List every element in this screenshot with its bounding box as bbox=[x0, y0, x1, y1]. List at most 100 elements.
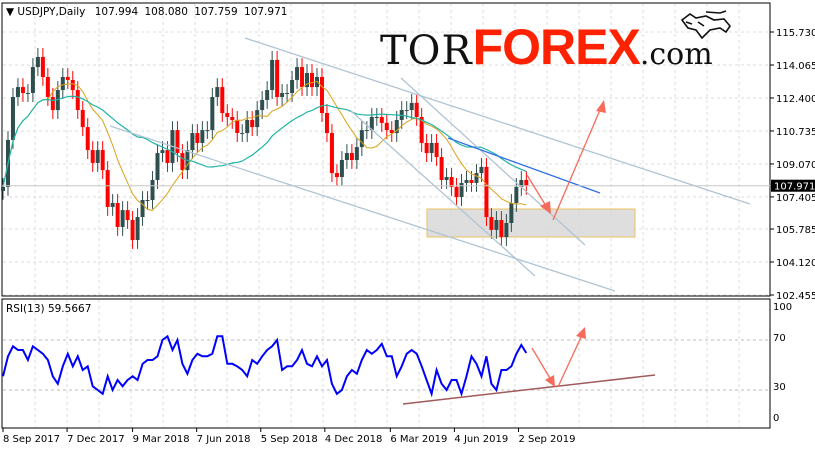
candle bbox=[60, 68, 65, 99]
candle bbox=[285, 84, 290, 102]
candle bbox=[225, 104, 230, 126]
x-tick-label: 4 Jun 2019 bbox=[454, 434, 508, 445]
low-value: 107.759 bbox=[194, 6, 237, 18]
candle bbox=[10, 88, 15, 149]
y-tick-label: 115.730 bbox=[776, 28, 815, 39]
support-zone bbox=[426, 208, 636, 238]
rsi-title: RSI(13) 59.5667 bbox=[6, 303, 91, 315]
candle bbox=[1, 178, 5, 200]
candle bbox=[364, 121, 369, 139]
arrow-up-icon bbox=[596, 100, 606, 113]
candle bbox=[414, 94, 419, 126]
time-axis: 8 Sep 2017 7 Dec 2017 9 Mar 2018 7 Jun 2018… bbox=[2, 428, 576, 445]
candle bbox=[245, 111, 250, 142]
candle bbox=[419, 108, 424, 152]
candle bbox=[454, 178, 459, 206]
candle bbox=[310, 64, 315, 96]
candle bbox=[344, 144, 349, 169]
rsi-tick-label: 70 bbox=[773, 333, 786, 344]
candle bbox=[270, 51, 275, 99]
candle bbox=[95, 141, 100, 172]
candle bbox=[469, 171, 474, 192]
candle bbox=[504, 214, 509, 246]
open-value: 107.994 bbox=[95, 6, 139, 18]
candle bbox=[459, 174, 464, 206]
current-price-label: 107.971 bbox=[774, 182, 815, 193]
candle bbox=[20, 78, 25, 102]
candle bbox=[384, 114, 389, 139]
y-tick-label: 107.405 bbox=[776, 193, 815, 204]
y-tick-label: 114.065 bbox=[776, 61, 815, 72]
candle bbox=[250, 111, 255, 137]
y-tick-label: 112.400 bbox=[776, 94, 815, 105]
channel-upper-line[interactable] bbox=[244, 37, 751, 205]
x-tick-label: 9 Mar 2018 bbox=[133, 434, 190, 445]
candle bbox=[489, 208, 494, 239]
rsi-axis: 100 70 30 0 bbox=[773, 302, 792, 424]
y-tick-label: 105.785 bbox=[776, 225, 815, 236]
candle bbox=[319, 68, 324, 122]
candle bbox=[155, 144, 160, 189]
candle bbox=[140, 191, 145, 226]
resistance-line[interactable] bbox=[447, 137, 601, 194]
candle bbox=[150, 171, 155, 209]
candle bbox=[334, 164, 339, 186]
x-tick-label: 6 Mar 2019 bbox=[390, 434, 447, 445]
rsi-forecast-arrows bbox=[531, 327, 586, 388]
y-tick-label: 109.070 bbox=[776, 160, 815, 171]
candle bbox=[474, 164, 479, 192]
close-value: 107.971 bbox=[244, 6, 287, 18]
candle bbox=[280, 84, 285, 106]
candle bbox=[379, 108, 384, 132]
candle bbox=[145, 191, 150, 209]
candle bbox=[35, 48, 40, 76]
candle bbox=[115, 194, 120, 236]
candle bbox=[389, 121, 394, 142]
x-tick-label: 8 Sep 2017 bbox=[3, 434, 60, 445]
candle bbox=[494, 211, 499, 239]
candle bbox=[394, 111, 399, 142]
candle bbox=[90, 141, 95, 172]
current-price-tag bbox=[771, 179, 815, 192]
candle bbox=[100, 141, 105, 180]
forecast-arrows bbox=[526, 100, 606, 221]
y-tick-label: 102.455 bbox=[776, 291, 815, 302]
candle bbox=[434, 134, 439, 166]
candle bbox=[429, 134, 434, 162]
rsi-tick-label: 0 bbox=[773, 413, 779, 424]
candle bbox=[80, 101, 85, 137]
candle bbox=[110, 194, 115, 216]
candle bbox=[135, 208, 140, 249]
candle bbox=[195, 124, 200, 152]
rsi-tick-label: 100 bbox=[773, 302, 792, 313]
rsi-support-line[interactable] bbox=[402, 374, 656, 405]
price-axis: 115.730 114.065 112.400 110.735 109.070 107.4… bbox=[770, 28, 815, 302]
high-value: 108.080 bbox=[144, 6, 187, 18]
y-tick-label: 110.735 bbox=[776, 127, 815, 138]
candle bbox=[255, 101, 260, 137]
candle bbox=[160, 141, 165, 162]
main-panel-frame bbox=[1, 2, 771, 297]
candle bbox=[369, 108, 374, 139]
torforex-logo: TORFOREX.com bbox=[380, 18, 713, 75]
candle bbox=[30, 58, 35, 102]
logo-text-com: .com bbox=[639, 37, 713, 72]
candle bbox=[240, 124, 245, 142]
steep-channel-lower-line[interactable] bbox=[349, 109, 536, 277]
candle bbox=[439, 148, 444, 189]
candle bbox=[85, 118, 90, 159]
candle bbox=[50, 88, 55, 119]
dropdown-triangle-icon: ▼ bbox=[6, 6, 17, 18]
channel-lower-line[interactable] bbox=[109, 125, 616, 292]
logo-text-forex: FOREX bbox=[472, 19, 641, 75]
candle bbox=[300, 58, 305, 96]
candle bbox=[449, 168, 454, 196]
candle bbox=[210, 88, 215, 139]
candle bbox=[130, 211, 135, 249]
logo-text-tor: TOR bbox=[380, 28, 473, 74]
moving-average-slow bbox=[2, 95, 527, 188]
candle bbox=[499, 211, 504, 246]
candle bbox=[305, 64, 310, 96]
candle bbox=[509, 194, 514, 232]
